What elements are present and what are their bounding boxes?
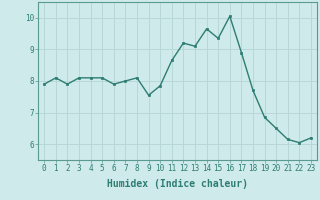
X-axis label: Humidex (Indice chaleur): Humidex (Indice chaleur)	[107, 179, 248, 189]
